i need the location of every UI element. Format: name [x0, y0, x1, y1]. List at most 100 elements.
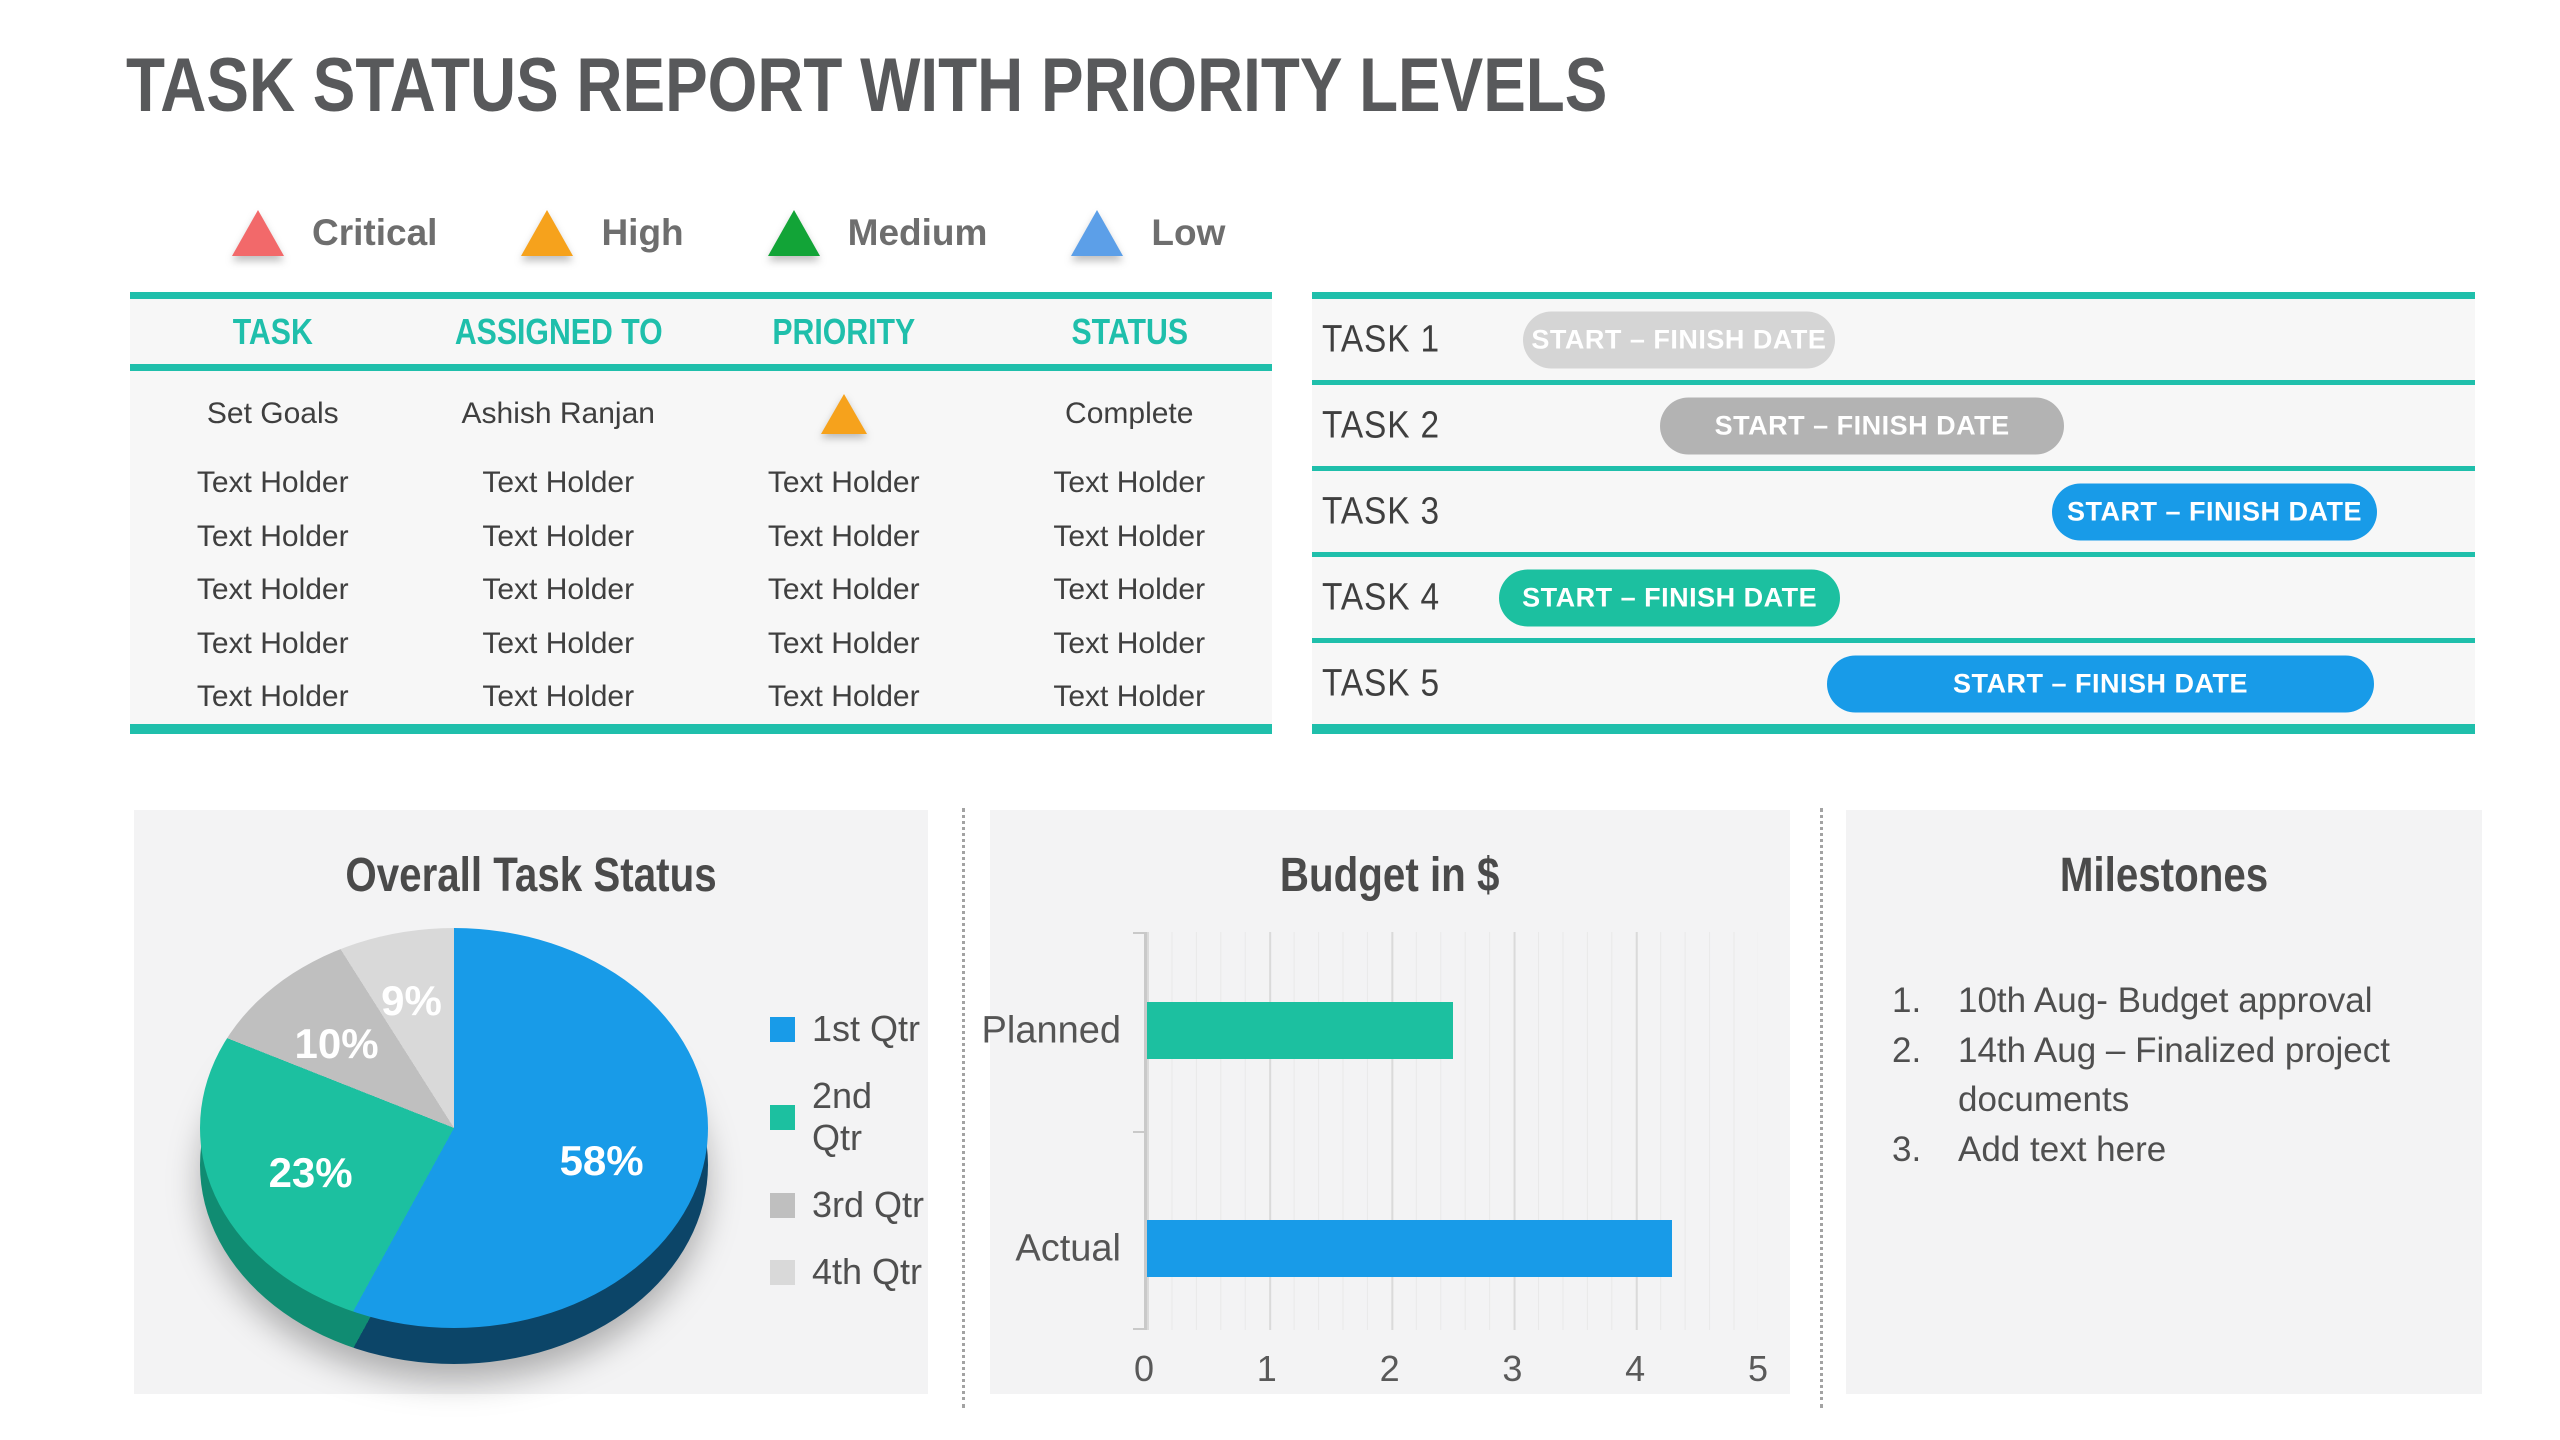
task-cell: Text Holder	[196, 466, 349, 500]
pie-slice-label: 10%	[294, 1019, 379, 1067]
pie-chart-title: Overall Task Status	[345, 849, 717, 902]
gantt-task-label: TASK 1	[1322, 318, 1441, 360]
legend-swatch	[770, 1104, 795, 1130]
task-cell: Set Goals	[206, 396, 339, 430]
gantt-bar-label: START – FINISH DATE	[2066, 496, 2362, 526]
medium-triangle-icon	[767, 210, 820, 256]
milestone-item: Add text here	[1892, 1125, 2444, 1175]
gantt-task-label: TASK 2	[1322, 404, 1441, 446]
gantt-task-label: TASK 5	[1322, 662, 1441, 704]
priority-cell: Text Holder	[767, 573, 920, 607]
legend-label: 4th Qtr	[812, 1251, 923, 1292]
column-header-priority: PRIORITY	[772, 310, 916, 352]
milestone-item: 10th Aug- Budget approval	[1892, 976, 2444, 1026]
milestones-panel: Milestones 10th Aug- Budget approval 14t…	[1846, 810, 2482, 1394]
gantt-task-label: TASK 4	[1322, 576, 1441, 618]
table-row: Text Holder Text Holder Text Holder Text…	[130, 671, 1272, 724]
priority-high-triangle-icon	[820, 393, 867, 434]
pie-legend-item-2nd-qtr: 2nd Qtr	[770, 1075, 928, 1159]
axis-tick	[1133, 932, 1145, 934]
column-header-task: TASK	[232, 310, 313, 352]
x-axis-tick-label: 0	[1133, 1348, 1155, 1389]
milestone-text: 14th Aug – Finalized project documents	[1958, 1030, 2390, 1120]
table-row: Set Goals Ashish Ranjan Complete	[130, 371, 1272, 457]
overall-task-status-panel: Overall Task Status 58% 23% 10% 9% 1st Qtr …	[134, 810, 928, 1394]
high-triangle-icon	[521, 210, 574, 256]
table-row: Text Holder Text Holder Text Holder Text…	[130, 564, 1272, 617]
x-axis-tick-label: 4	[1625, 1348, 1646, 1389]
legend-swatch	[770, 1016, 795, 1042]
gantt-row-task-5: TASK 5 START – FINISH DATE	[1312, 643, 2475, 724]
gantt-bar-label: START – FINISH DATE	[1714, 410, 2010, 440]
pie-slice-label: 9%	[381, 977, 442, 1025]
gantt-row-task-3: TASK 3 START – FINISH DATE	[1312, 471, 2475, 557]
pie-slice-label: 23%	[268, 1148, 353, 1196]
priority-cell: Text Holder	[767, 466, 920, 500]
gantt-bar: START – FINISH DATE	[1522, 311, 1836, 368]
milestone-text: Add text here	[1958, 1130, 2167, 1170]
legend-label: 1st Qtr	[812, 1008, 921, 1049]
dotted-separator	[962, 808, 965, 1408]
gantt-bar: START – FINISH DATE	[1659, 397, 2065, 454]
pie-chart-area: 58% 23% 10% 9%	[200, 928, 708, 1380]
axis-tick	[1133, 1131, 1145, 1133]
x-axis-tick-label: 2	[1379, 1348, 1400, 1389]
legend-item-low: Low	[1071, 210, 1225, 256]
category-label-actual: Actual	[1015, 1227, 1121, 1270]
x-axis-tick-label: 3	[1502, 1348, 1523, 1389]
legend-item-medium: Medium	[767, 210, 987, 256]
gantt-row-task-1: TASK 1 START – FINISH DATE	[1312, 299, 2475, 385]
status-cell: Text Holder	[1053, 626, 1206, 660]
task-cell: Text Holder	[196, 573, 349, 607]
task-cell: Text Holder	[196, 519, 349, 553]
gantt-bar-label: START – FINISH DATE	[1953, 668, 2249, 698]
status-cell: Complete	[1065, 396, 1194, 430]
legend-swatch	[770, 1259, 795, 1285]
status-cell: Text Holder	[1053, 466, 1206, 500]
legend-item-critical: Critical	[232, 210, 437, 256]
pie-legend-item-3rd-qtr: 3rd Qtr	[770, 1184, 928, 1226]
gantt-bar: START – FINISH DATE	[1827, 655, 2374, 712]
status-cell: Text Holder	[1053, 680, 1206, 714]
x-axis-tick-labels: 0 1 2 3 4 5	[1134, 1348, 1768, 1398]
gantt-bar-label: START – FINISH DATE	[1531, 324, 1827, 354]
table-header-row: TASK ASSIGNED TO PRIORITY STATUS	[130, 299, 1272, 371]
pie-slice-label: 58%	[559, 1136, 644, 1184]
budget-plot-area: Planned Actual	[982, 932, 1758, 1330]
gantt-bar-label: START – FINISH DATE	[1522, 582, 1818, 612]
gantt-bar: START – FINISH DATE	[2051, 483, 2378, 540]
task-cell: Text Holder	[196, 626, 349, 660]
legend-label: 3rd Qtr	[812, 1184, 925, 1225]
assigned-to-cell: Text Holder	[482, 466, 635, 500]
dotted-separator	[1820, 808, 1823, 1408]
milestone-item: 14th Aug – Finalized project documents	[1892, 1026, 2444, 1125]
assigned-to-cell: Text Holder	[482, 519, 635, 553]
table-row: Text Holder Text Holder Text Holder Text…	[130, 457, 1272, 510]
legend-label: High	[601, 212, 684, 253]
axis-tick	[1133, 1328, 1145, 1330]
gantt-chart: TASK 1 START – FINISH DATE TASK 2 START …	[1312, 292, 2475, 734]
page-title: TASK STATUS REPORT WITH PRIORITY LEVELS	[126, 43, 1608, 128]
table-row: Text Holder Text Holder Text Holder Text…	[130, 617, 1272, 670]
assigned-to-cell: Text Holder	[482, 573, 635, 607]
gantt-bar: START – FINISH DATE	[1499, 569, 1840, 626]
table-row: Text Holder Text Holder Text Holder Text…	[130, 510, 1272, 563]
planned-bar	[1147, 1002, 1453, 1059]
column-header-assigned-to: ASSIGNED TO	[454, 310, 663, 352]
column-header-status: STATUS	[1071, 310, 1188, 352]
pie-legend: 1st Qtr 2nd Qtr 3rd Qtr 4th Qtr	[770, 1008, 928, 1293]
gantt-row-task-2: TASK 2 START – FINISH DATE	[1312, 385, 2475, 471]
status-cell: Text Holder	[1053, 519, 1206, 553]
milestones-title: Milestones	[2059, 849, 2269, 902]
actual-bar	[1147, 1220, 1673, 1277]
category-label-planned: Planned	[981, 1009, 1121, 1052]
x-axis-tick-label: 1	[1256, 1348, 1277, 1389]
gantt-task-label: TASK 3	[1322, 490, 1441, 532]
legend-swatch	[770, 1192, 795, 1218]
budget-panel: Budget in $ Planned Actual 0 1 2 3 4 5	[982, 810, 1790, 1394]
priority-cell: Text Holder	[767, 680, 920, 714]
x-axis-tick-label: 5	[1747, 1348, 1769, 1389]
task-table: TASK ASSIGNED TO PRIORITY STATUS Set Goa…	[130, 292, 1272, 734]
priority-cell: Text Holder	[767, 626, 920, 660]
priority-cell: Text Holder	[767, 519, 920, 553]
